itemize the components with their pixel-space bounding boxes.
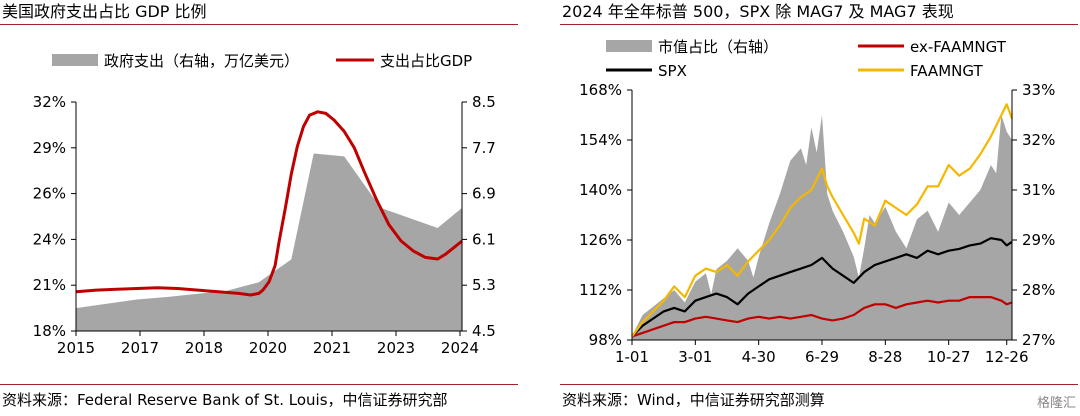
right-y-right-tick-5: 27%: [1022, 331, 1055, 349]
right-x-tick-5: 10-27: [927, 348, 971, 366]
watermark-logo: 格隆汇: [1036, 396, 1076, 411]
left-source-note: 资料来源：Federal Reserve Bank of St. Louis，中…: [2, 391, 448, 409]
right-y-right-tick-3: 29%: [1022, 231, 1055, 249]
left-x-tick-1: 2017: [121, 339, 159, 357]
right-legend-label-2: SPX: [658, 62, 687, 80]
left-legend-label-0: 政府支出（右轴，万亿美元）: [104, 52, 299, 70]
left-y-left-tick-2: 26%: [33, 185, 66, 203]
right-y-right-tick-2: 31%: [1022, 181, 1055, 199]
left-legend-label-1: 支出占比GDP: [380, 52, 472, 70]
left-title-rule: [0, 24, 518, 25]
right-x-tick-2: 4-30: [742, 348, 776, 366]
left-y-left-tick-4: 21%: [33, 276, 66, 294]
right-source-rule: [560, 384, 1078, 385]
left-line-gdp: [75, 110, 463, 297]
left-chart-panel: 美国政府支出占比 GDP 比例 政府支出（右轴，万亿美元） 支出占比GDP 32% 2…: [0, 0, 520, 416]
right-chart-svg: 市值占比（右轴） ex-FAAMNGT SPX FAAMNGT 168% 154% 140%…: [579, 38, 1055, 366]
left-x-tick-3: 2020: [249, 339, 287, 357]
right-y-right-tick-0: 33%: [1022, 81, 1055, 99]
left-y-right-tick-5: 4.5: [472, 322, 496, 340]
right-legend-label-0: 市值占比（右轴）: [658, 38, 778, 56]
left-y-left-tick-0: 32%: [33, 93, 66, 111]
right-x-tick-1: 3-01: [678, 348, 712, 366]
left-x-tick-4: 2021: [313, 339, 351, 357]
left-y-right-tick-1: 7.7: [472, 139, 496, 157]
right-line-faamngt: [631, 103, 1014, 338]
left-source-rule: [0, 384, 518, 385]
left-legend-swatch-0: [52, 54, 98, 66]
right-title-rule: [560, 24, 1078, 25]
right-y-left-tick-1: 154%: [579, 131, 622, 149]
left-y-left-tick-1: 29%: [33, 139, 66, 157]
left-x-tick-2: 2018: [185, 339, 223, 357]
left-y-right-tick-4: 5.3: [472, 276, 496, 294]
left-y-left-tick-5: 18%: [33, 322, 66, 340]
right-y-left-tick-3: 126%: [579, 231, 622, 249]
right-legend-label-3: FAAMNGT: [910, 62, 983, 80]
left-x-tick-6: 2024: [441, 339, 479, 357]
right-line-exfaamngt: [631, 296, 1013, 338]
right-y-right-tick-1: 32%: [1022, 131, 1055, 149]
left-chart-svg: 政府支出（右轴，万亿美元） 支出占比GDP 32% 29% 26% 24% 21% 18% 8.…: [33, 52, 496, 357]
left-area-series0: [76, 153, 462, 331]
left-y-right-tick-2: 6.9: [472, 185, 496, 203]
right-chart-panel: 2024 年全年标普 500，SPX 除 MAG7 及 MAG7 表现 市值占比…: [560, 0, 1080, 416]
right-x-tick-6: 12-26: [985, 348, 1029, 366]
right-source-note: 资料来源：Wind，中信证券研究部测算: [562, 391, 825, 409]
left-chart-title: 美国政府支出占比 GDP 比例: [2, 2, 207, 21]
left-x-tick-5: 2023: [377, 339, 415, 357]
right-chart-title: 2024 年全年标普 500，SPX 除 MAG7 及 MAG7 表现: [562, 2, 954, 21]
right-y-left-tick-4: 112%: [579, 281, 622, 299]
right-legend-swatch-0: [606, 40, 652, 52]
left-y-right-tick-0: 8.5: [472, 93, 496, 111]
right-line-spx: [631, 237, 1013, 338]
right-y-left-tick-0: 168%: [579, 81, 622, 99]
right-x-tick-3: 6-29: [805, 348, 839, 366]
right-area-series0: [632, 115, 1012, 340]
left-y-left-tick-3: 24%: [33, 230, 66, 248]
left-y-right-tick-3: 6.1: [472, 230, 496, 248]
right-legend-label-1: ex-FAAMNGT: [910, 38, 1007, 56]
right-x-tick-4: 8-28: [868, 348, 902, 366]
right-x-tick-0: 1-01: [615, 348, 649, 366]
right-y-left-tick-2: 140%: [579, 181, 622, 199]
right-y-right-tick-4: 28%: [1022, 281, 1055, 299]
left-x-tick-0: 2015: [57, 339, 95, 357]
right-y-left-tick-5: 98%: [589, 331, 622, 349]
